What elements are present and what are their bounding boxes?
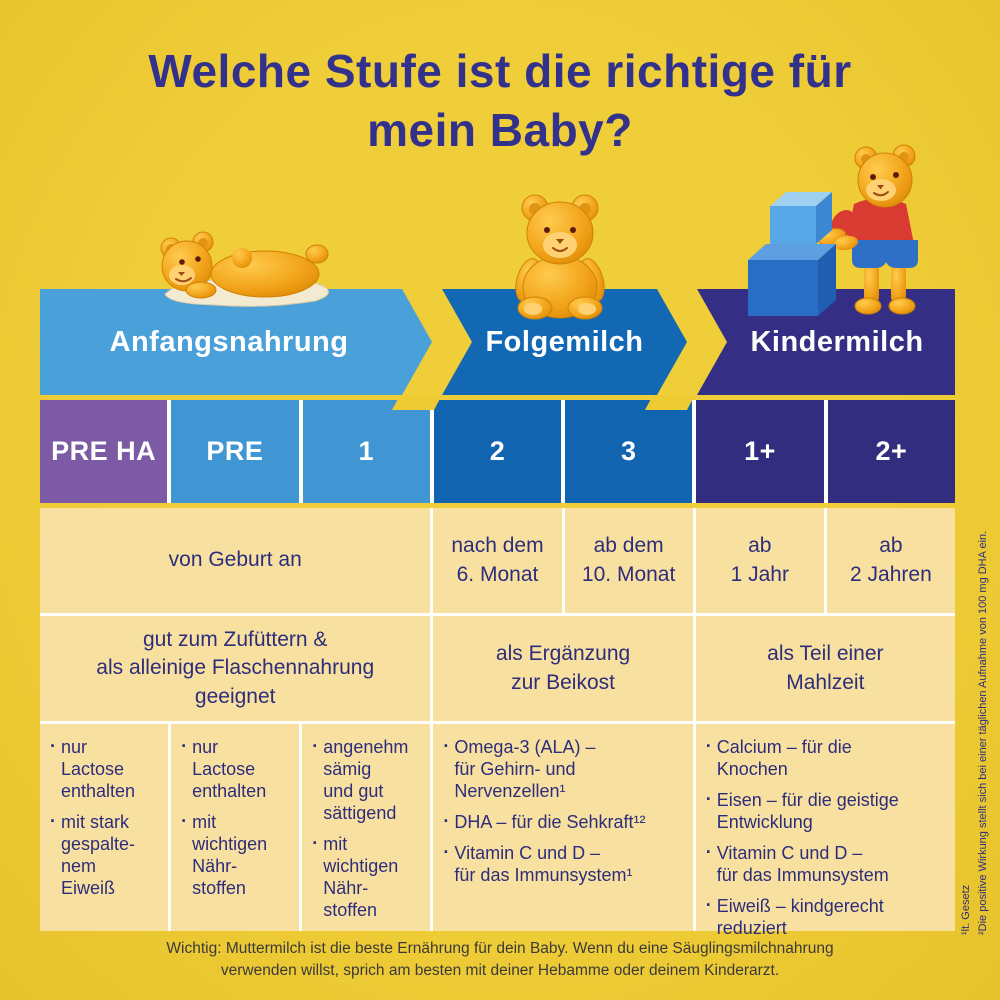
- age-cell-stage3: ab dem 10. Monat: [564, 508, 693, 613]
- page-title: Welche Stufe ist die richtige für mein B…: [148, 45, 852, 156]
- band-folgemilch: Folgemilch: [442, 289, 687, 395]
- details-list-pre: nur Lactose enthalten mit wichtigen Nähr…: [171, 724, 299, 900]
- stage-cell-2plus: 2+: [827, 400, 955, 503]
- age-cell-anfangsnahrung: von Geburt an: [40, 508, 431, 613]
- details-list-1: angenehm sämig und gut sättigend mit wic…: [302, 724, 430, 922]
- details-cell-1: angenehm sämig und gut sättigend mit wic…: [302, 724, 431, 931]
- stage-cell-2: 2: [433, 400, 562, 503]
- age-cell-1plus: ab 1 Jahr: [695, 508, 824, 613]
- details-cell-folgemilch: Omega-3 (ALA) – für Gehirn- und Nervenze…: [433, 724, 693, 931]
- usage-cell-anfangsnahrung: gut zum Zufüttern & als alleinige Flasch…: [40, 616, 431, 721]
- detail-item: Eisen – für die geistige Entwicklung: [704, 789, 951, 834]
- usage-cell-kindermilch: als Teil einer Mahlzeit: [695, 616, 955, 721]
- details-list-folgemilch: Omega-3 (ALA) – für Gehirn- und Nervenze…: [433, 724, 692, 887]
- stage-cell-1: 1: [302, 400, 430, 503]
- stage-cell-pre: PRE: [171, 400, 299, 503]
- detail-item: nur Lactose enthalten: [179, 736, 295, 803]
- detail-item: Eiweiß – kindgerecht reduziert: [704, 895, 951, 940]
- info-table: von Geburt an nach dem 6. Monat ab dem 1…: [40, 508, 955, 938]
- detail-item: Vitamin C und D – für das Immunsystem: [704, 842, 951, 887]
- detail-item: Vitamin C und D – für das Immunsystem¹: [441, 842, 688, 887]
- details-list-kindermilch: Calcium – für die Knochen Eisen – für di…: [696, 724, 955, 940]
- detail-item: DHA – für die Sehkraft¹²: [441, 811, 688, 834]
- standing-bear-with-blocks-illustration: [748, 144, 918, 316]
- details-list-pre-ha: nur Lactose enthalten mit stark gespalte…: [40, 724, 168, 900]
- age-cell-stage2: nach dem 6. Monat: [433, 508, 562, 613]
- usage-cell-folgemilch: als Ergänzung zur Beikost: [433, 616, 693, 721]
- detail-item: mit stark gespalte- nem Eiweiß: [48, 811, 164, 900]
- band-label-anfangsnahrung: Anfangsnahrung: [109, 325, 349, 358]
- category-band-row: Anfangsnahrung Folgemilch Kindermilch: [40, 289, 955, 395]
- detail-item: nur Lactose enthalten: [48, 736, 164, 803]
- chevron-wedge-2: [645, 395, 695, 410]
- stage-cell-pre-ha: PRE HA: [40, 400, 168, 503]
- band-label-folgemilch: Folgemilch: [485, 325, 644, 358]
- band-anfangsnahrung: Anfangsnahrung: [40, 289, 432, 395]
- detail-item: mit wichtigen Nähr- stoffen: [310, 833, 426, 922]
- detail-item: Omega-3 (ALA) – für Gehirn- und Nervenze…: [441, 736, 688, 803]
- lying-bear-illustration: [160, 231, 329, 307]
- stage-cell-1plus: 1+: [696, 400, 824, 503]
- stage-cell-3: 3: [565, 400, 693, 503]
- age-cell-2plus: ab 2 Jahren: [826, 508, 955, 613]
- chevron-wedge-1: [392, 395, 442, 410]
- detail-item: angenehm sämig und gut sättigend: [310, 736, 426, 825]
- footer-note: Wichtig: Muttermilch ist die beste Ernäh…: [166, 940, 834, 980]
- details-cell-pre-ha: nur Lactose enthalten mit stark gespalte…: [40, 724, 169, 931]
- band-label-kindermilch: Kindermilch: [750, 325, 924, 358]
- detail-item: Calcium – für die Knochen: [704, 736, 951, 781]
- stage-row: PRE HA PRE 1 2 3 1+ 2+: [40, 400, 955, 503]
- details-cell-kindermilch: Calcium – für die Knochen Eisen – für di…: [695, 724, 955, 938]
- sitting-bear-illustration: [515, 194, 605, 320]
- vertical-footnotes: ¹lt. Gesetz ²Die positive Wirkung stellt…: [960, 530, 990, 935]
- details-cell-pre: nur Lactose enthalten mit wichtigen Nähr…: [171, 724, 300, 931]
- detail-item: mit wichtigen Nähr- stoffen: [179, 811, 295, 900]
